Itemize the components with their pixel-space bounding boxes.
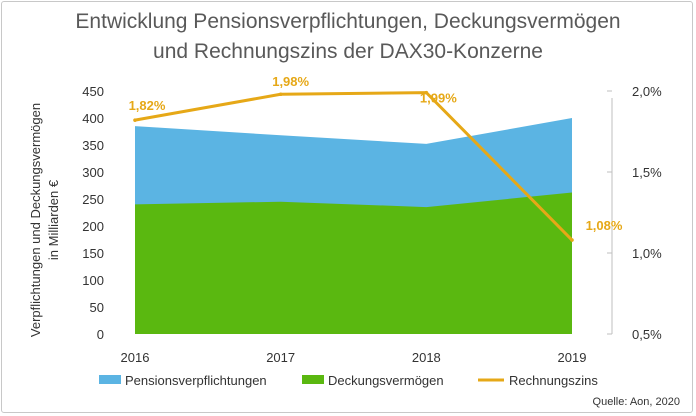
- line-point-3: [570, 238, 574, 242]
- chart-title-line1: Entwicklung Pensionsverpflichtungen, Dec…: [75, 10, 621, 33]
- legend-swatch-0: [99, 375, 121, 384]
- right-axis-tick-2: 1,5%: [632, 165, 662, 180]
- legend-label-1: Deckungsvermögen: [328, 373, 444, 388]
- left-axis-tick-2: 100: [82, 273, 104, 288]
- x-axis-tick-1: 2017: [266, 350, 295, 365]
- source-note: Quelle: Aon, 2020: [592, 396, 680, 408]
- right-axis-tick-0: 0,5%: [632, 327, 662, 342]
- x-axis-tick-2: 2018: [412, 350, 441, 365]
- area-series-1: [135, 192, 572, 334]
- legend-swatch-1: [302, 375, 324, 384]
- y-axis-title-line1: Verpflichtungen und Deckungsvermögen: [28, 103, 43, 337]
- line-point-1: [278, 92, 283, 97]
- line-point-0: [133, 118, 137, 122]
- right-axis-tick-3: 2,0%: [632, 84, 662, 99]
- left-axis-tick-1: 50: [90, 300, 104, 315]
- x-axis-tick-3: 2019: [558, 350, 587, 365]
- line-series-rechnungszins: [134, 91, 574, 242]
- legend-label-2: Rechnungszins: [509, 373, 598, 388]
- left-axis-tick-4: 200: [82, 219, 104, 234]
- left-axis-tick-8: 400: [82, 111, 104, 126]
- data-label-2: 1,99%: [420, 91, 457, 106]
- left-axis-tick-9: 450: [82, 84, 104, 99]
- left-axis-tick-6: 300: [82, 165, 104, 180]
- data-label-1: 1,98%: [272, 74, 309, 89]
- right-axis-tick-1: 1,0%: [632, 246, 662, 261]
- left-axis-tick-5: 250: [82, 192, 104, 207]
- legend-label-0: Pensionsverpflichtungen: [125, 373, 267, 388]
- left-axis-tick-0: 0: [97, 327, 104, 342]
- x-axis-tick-0: 2016: [121, 350, 150, 365]
- y-axis-title-line2: in Milliarden €: [46, 179, 61, 260]
- line-point-2: [424, 90, 429, 95]
- data-label-0: 1,82%: [129, 98, 166, 113]
- data-label-3: 1,08%: [586, 218, 623, 233]
- left-axis-tick-7: 350: [82, 138, 104, 153]
- chart-title-line2: und Rechnungszins der DAX30-Konzerne: [153, 40, 543, 63]
- left-axis-tick-3: 150: [82, 246, 104, 261]
